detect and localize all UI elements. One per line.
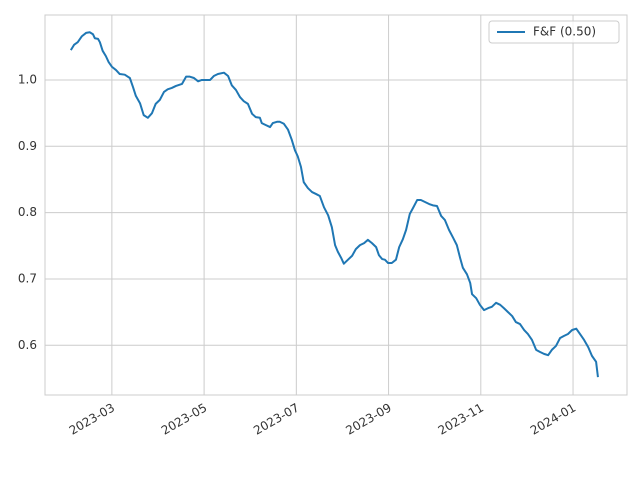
legend-label: F&F (0.50)	[533, 25, 596, 39]
y-tick-label: 0.6	[18, 338, 37, 352]
x-tick-label: 2023-09	[343, 401, 393, 438]
y-tick-label: 1.0	[18, 72, 37, 86]
x-tick-label: 2023-07	[251, 401, 301, 438]
plot-frame	[44, 14, 628, 396]
x-tick-label: 2023-05	[159, 401, 209, 438]
y-tick-label: 0.7	[18, 271, 37, 285]
x-tick-label: 2024-01	[528, 401, 578, 438]
legend-box	[488, 20, 620, 44]
y-tick-label: 0.9	[18, 139, 37, 153]
x-tick-label: 2023-03	[67, 401, 117, 438]
x-tick-label: 2023-11	[436, 401, 486, 438]
y-tick-label: 0.8	[18, 205, 37, 219]
grid	[45, 15, 627, 395]
data-line	[69, 31, 599, 378]
